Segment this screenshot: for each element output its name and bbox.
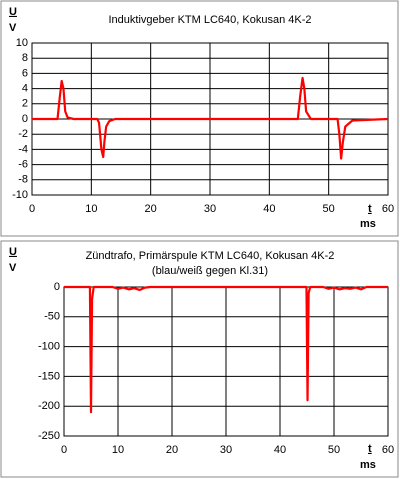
y-tick-label: 10: [16, 37, 28, 49]
y-tick-label: 0: [22, 113, 28, 125]
x-tick-label: 0: [29, 203, 35, 215]
data-line: [32, 76, 389, 160]
x-tick-label: 10: [85, 203, 97, 215]
chart-title: Induktivgeber KTM LC640, Kokusan 4K-2: [108, 14, 311, 26]
y-tick-label: -6: [18, 159, 28, 171]
x-axis-unit: ms: [360, 459, 376, 471]
y-tick-label: 6: [22, 67, 28, 79]
x-tick-label: 60: [382, 444, 394, 456]
chart-title: Zündtrafo, Primärspule KTM LC640, Kokusa…: [86, 250, 335, 262]
data-line: [64, 285, 388, 414]
y-tick-label: -200: [38, 400, 60, 412]
y-axis-unit: V: [9, 22, 17, 34]
x-tick-label: 0: [61, 444, 67, 456]
x-tick-label: 30: [220, 444, 232, 456]
x-tick-label: 60: [382, 203, 394, 215]
y-tick-label: 0: [54, 281, 60, 293]
panel: [0, 240, 399, 478]
x-tick-label: 20: [145, 203, 157, 215]
y-tick-label: 4: [22, 83, 28, 95]
x-axis-unit: ms: [360, 218, 376, 230]
x-tick-label: 40: [274, 444, 286, 456]
y-tick-label: -150: [38, 370, 60, 382]
x-tick-label: 40: [263, 203, 275, 215]
y-axis-label: U: [9, 246, 17, 258]
x-tick-label: 50: [328, 444, 340, 456]
y-tick-label: -100: [38, 341, 60, 353]
x-tick-label: 30: [204, 203, 216, 215]
y-axis-label: U: [9, 6, 17, 18]
y-tick-label: 8: [22, 52, 28, 64]
x-axis-label: t: [368, 203, 372, 215]
y-tick-label: -4: [18, 143, 28, 155]
y-tick-label: -50: [44, 311, 60, 323]
y-tick-label: 2: [22, 98, 28, 110]
x-axis-label: t: [368, 443, 372, 455]
x-tick-label: 10: [112, 444, 124, 456]
y-tick-label: -8: [18, 174, 28, 186]
x-tick-label: 50: [323, 203, 335, 215]
y-axis-unit: V: [9, 262, 17, 274]
y-tick-label: -2: [18, 128, 28, 140]
chart-subtitle: (blau/weiß gegen Kl.31): [152, 265, 268, 277]
y-tick-label: -250: [38, 430, 60, 442]
x-tick-label: 20: [166, 444, 178, 456]
y-tick-label: -10: [12, 189, 28, 201]
